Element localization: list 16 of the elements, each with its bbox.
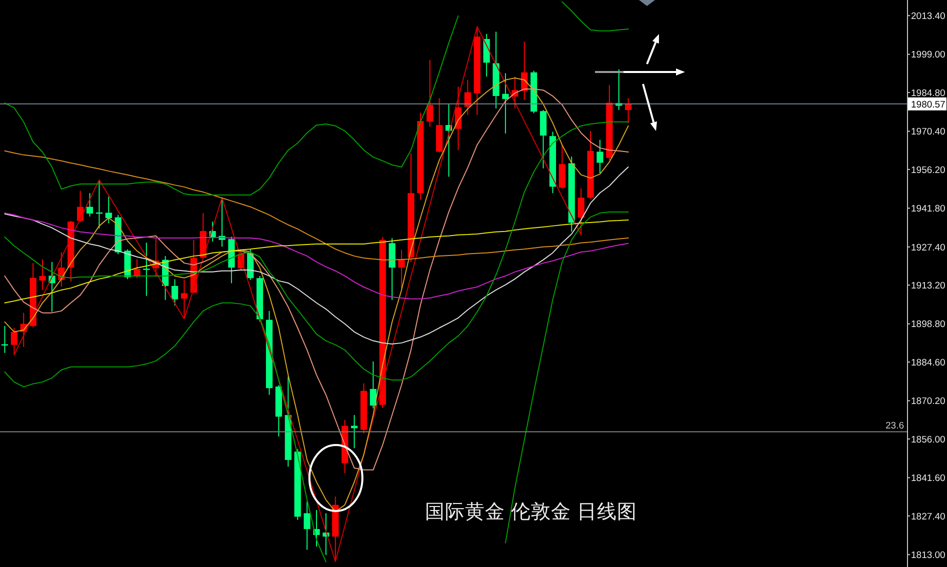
y-tick-label: 1999.00 (911, 50, 946, 61)
y-tick-label: 1927.40 (911, 242, 946, 254)
y-tick-label: 1827.40 (911, 511, 946, 522)
y-tick-label: 1956.20 (911, 164, 946, 176)
y-tick-label: 1913.20 (911, 280, 946, 292)
ref-line-label: 1980.57 (911, 100, 946, 111)
y-tick-label: 1970.40 (911, 126, 946, 138)
y-tick-label: 1941.80 (911, 204, 946, 215)
y-tick-label: 2013.40 (911, 11, 946, 22)
y-tick-label: 1813.00 (911, 550, 946, 562)
y-tick-label: 1984.80 (911, 88, 946, 99)
y-tick-label: 1898.80 (911, 319, 946, 330)
y-tick-label: 1841.60 (911, 473, 946, 484)
y-tick-label: 1870.20 (911, 396, 946, 408)
y-tick-label: 1856.00 (911, 434, 946, 446)
y-tick-label: 1884.60 (911, 357, 946, 368)
